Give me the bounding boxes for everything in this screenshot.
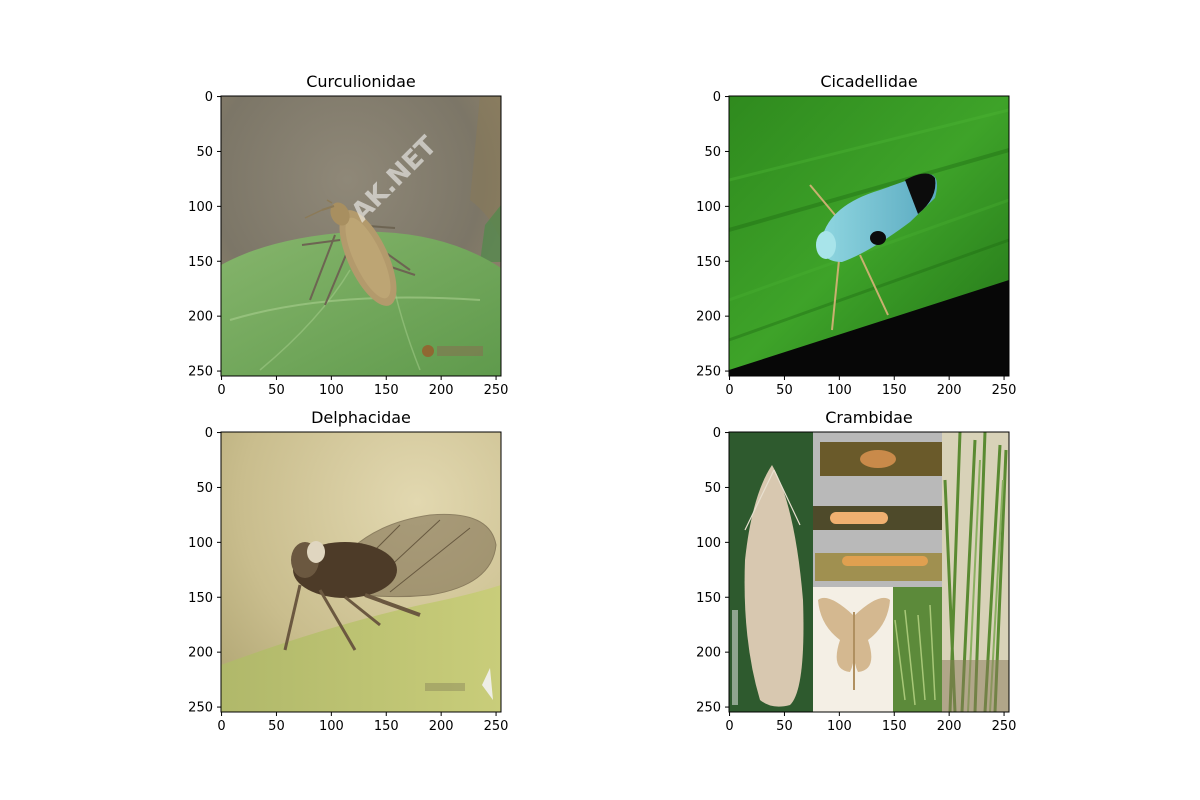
y-tick-label: 250 — [696, 701, 721, 716]
y-tick-label: 250 — [188, 365, 213, 380]
x-tick-label: 200 — [429, 383, 454, 398]
x-tick-label: 250 — [992, 719, 1017, 734]
y-tick-label: 150 — [188, 591, 213, 606]
x-tick-label: 50 — [776, 383, 793, 398]
axes-delphacidae: Delphacidae 0 50 100 150 200 250 0 50 100 150 200 25… — [188, 408, 508, 734]
y-tick-label: 200 — [696, 310, 721, 325]
y-tick-label: 150 — [696, 591, 721, 606]
panel-delphacidae — [221, 432, 501, 712]
y-tick-label: 200 — [696, 646, 721, 661]
panel-crambidae — [729, 432, 1009, 712]
image-leafhopper-on-grass-blade — [729, 96, 1009, 376]
x-tick-label: 0 — [725, 719, 733, 734]
x-tick-label: 50 — [776, 719, 793, 734]
x-tick-label: 200 — [937, 383, 962, 398]
x-tick-label: 0 — [217, 383, 225, 398]
y-tick-label: 0 — [713, 90, 721, 105]
y-tick-label: 150 — [188, 255, 213, 270]
x-tick-label: 150 — [374, 383, 399, 398]
y-tick-label: 50 — [704, 481, 721, 496]
x-tick-label: 0 — [725, 383, 733, 398]
y-tick-label: 200 — [188, 310, 213, 325]
panel-title: Crambidae — [825, 408, 913, 427]
x-tick-label: 150 — [882, 719, 907, 734]
y-tick-label: 50 — [704, 145, 721, 160]
x-tick-label: 200 — [937, 719, 962, 734]
y-tick-label: 50 — [196, 145, 213, 160]
axes-cicadellidae: Cicadellidae 0 50 100 150 200 250 0 50 100 150 200 2… — [696, 72, 1016, 398]
image-moth-and-larvae-collage — [729, 432, 1009, 712]
y-tick-label: 150 — [696, 255, 721, 270]
stamp-logo — [422, 345, 434, 357]
image-planthopper-on-leaf — [221, 432, 501, 712]
y-tick-label: 250 — [188, 701, 213, 716]
x-tick-label: 50 — [268, 383, 285, 398]
panel-curculionidae: AK.NET — [221, 96, 501, 376]
x-tick-label: 50 — [268, 719, 285, 734]
x-tick-label: 100 — [319, 719, 344, 734]
panel-title: Cicadellidae — [820, 72, 917, 91]
x-tick-label: 100 — [827, 719, 852, 734]
x-tick-label: 0 — [217, 719, 225, 734]
axes-crambidae: Crambidae 0 50 100 150 200 250 0 50 100 150 200 250 — [696, 408, 1016, 734]
panel-title: Delphacidae — [311, 408, 411, 427]
leafhopper — [809, 173, 938, 331]
panel-cicadellidae — [729, 96, 1009, 376]
y-tick-label: 100 — [696, 200, 721, 215]
x-tick-label: 100 — [319, 383, 344, 398]
axes-layer: Curculionidae 0 50 100 150 200 250 0 50 100 150 200… — [188, 72, 1016, 734]
x-tick-label: 250 — [484, 383, 509, 398]
x-tick-label: 250 — [484, 719, 509, 734]
stamp-logo-text — [437, 346, 483, 356]
planthopper — [283, 513, 497, 651]
weevil — [301, 199, 416, 306]
x-tick-label: 150 — [374, 719, 399, 734]
panel-title: Curculionidae — [306, 72, 416, 91]
image-weevil-on-leaf: AK.NET — [221, 96, 501, 376]
y-tick-label: 50 — [196, 481, 213, 496]
y-tick-label: 100 — [188, 200, 213, 215]
axes-frame — [220, 95, 502, 377]
x-tick-label: 200 — [429, 719, 454, 734]
y-tick-label: 100 — [188, 536, 213, 551]
x-tick-label: 100 — [827, 383, 852, 398]
y-tick-label: 0 — [713, 426, 721, 441]
x-tick-label: 250 — [992, 383, 1017, 398]
y-tick-label: 100 — [696, 536, 721, 551]
axes-frame — [220, 431, 502, 713]
axes-curculionidae: Curculionidae 0 50 100 150 200 250 0 50 100 150 200… — [188, 72, 508, 398]
x-tick-label: 150 — [882, 383, 907, 398]
y-tick-label: 0 — [205, 90, 213, 105]
y-tick-label: 200 — [188, 646, 213, 661]
axes-frame — [728, 95, 1010, 377]
axes-frame — [728, 431, 1010, 713]
y-tick-label: 250 — [696, 365, 721, 380]
y-tick-label: 0 — [205, 426, 213, 441]
